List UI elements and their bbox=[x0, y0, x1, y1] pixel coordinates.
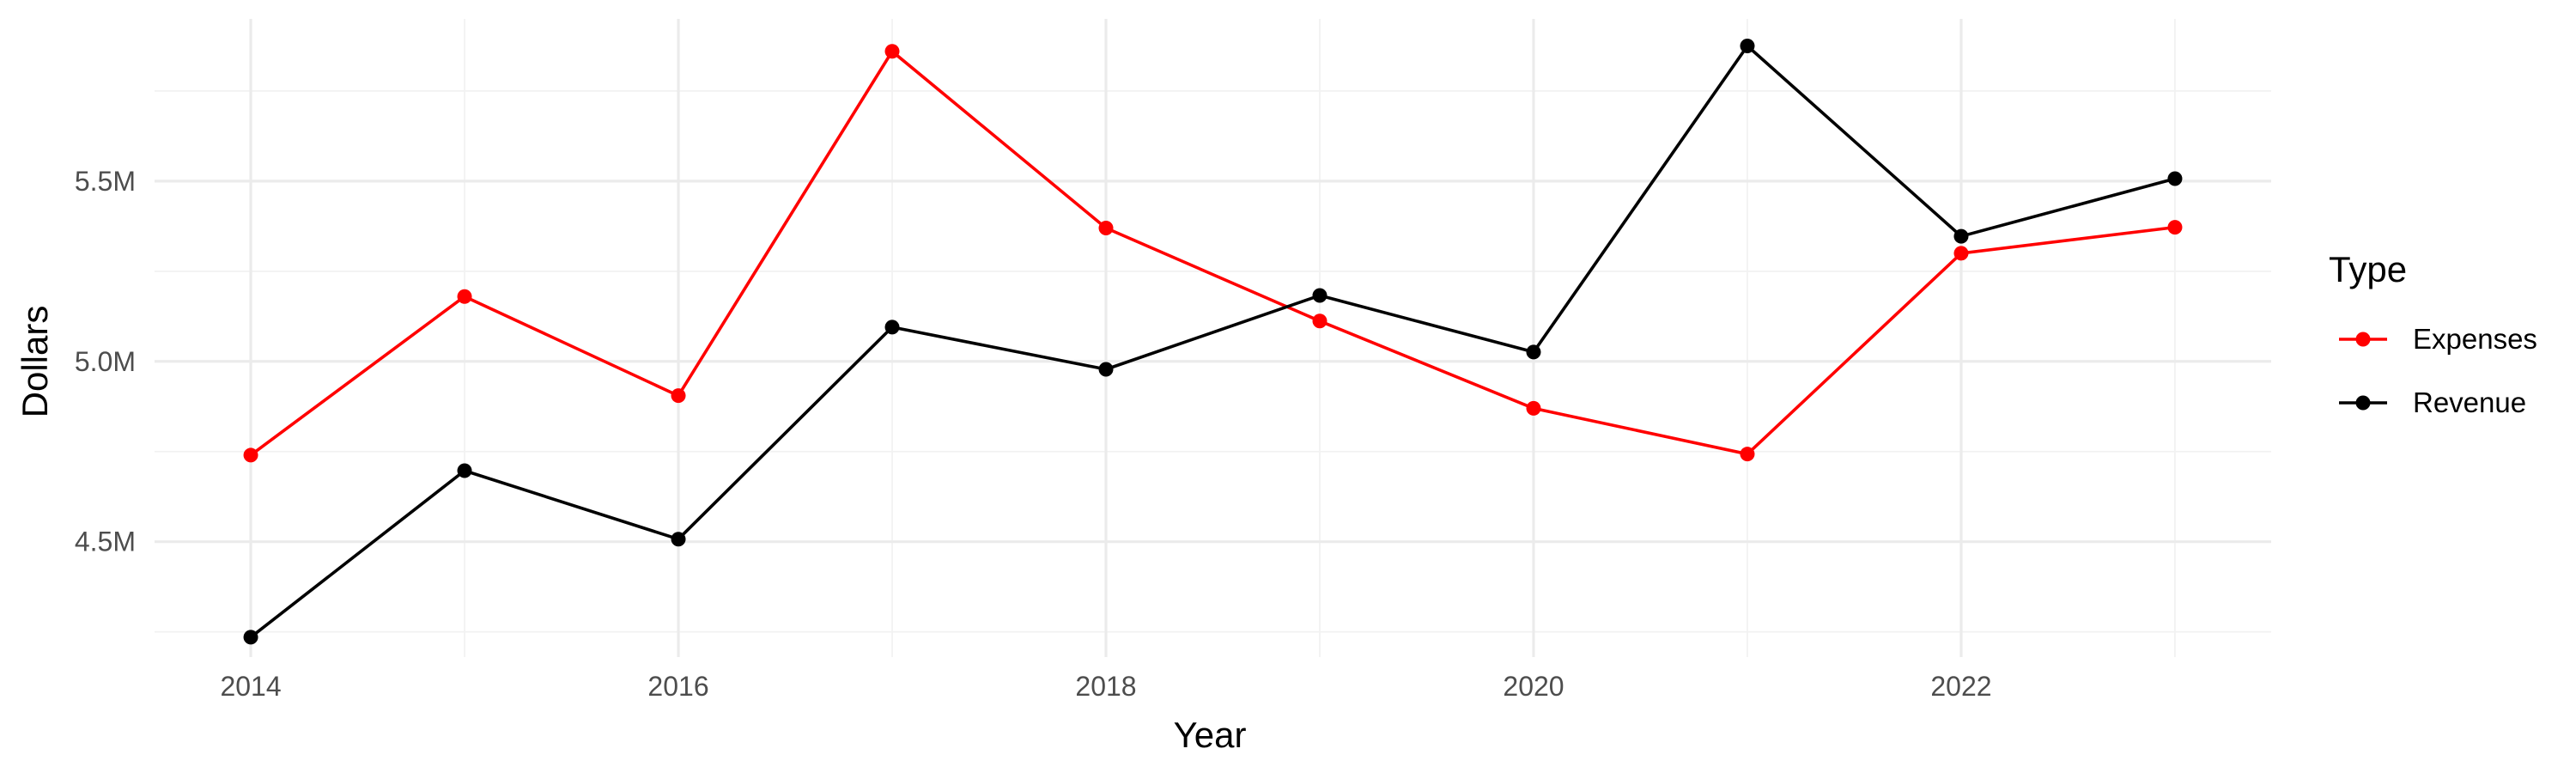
data-point-expenses bbox=[1098, 220, 1114, 235]
x-tick-label: 2022 bbox=[1930, 671, 1991, 702]
data-point-revenue bbox=[1526, 344, 1541, 360]
legend-item-expenses: Expenses bbox=[2339, 323, 2537, 355]
data-point-expenses bbox=[1953, 246, 1969, 261]
series-revenue bbox=[243, 38, 2183, 645]
grid bbox=[155, 19, 2271, 657]
data-point-revenue bbox=[1953, 228, 1969, 244]
data-point-expenses bbox=[1312, 313, 1327, 329]
data-point-expenses bbox=[2167, 220, 2183, 235]
data-point-revenue bbox=[457, 463, 472, 478]
data-point-revenue bbox=[1740, 38, 1755, 53]
y-tick-label: 4.5M bbox=[75, 526, 136, 557]
data-point-revenue bbox=[1312, 288, 1327, 303]
data-point-expenses bbox=[457, 289, 472, 304]
data-point-expenses bbox=[671, 388, 686, 404]
data-point-expenses bbox=[1526, 400, 1541, 416]
data-point-revenue bbox=[243, 630, 258, 645]
data-point-revenue bbox=[671, 532, 686, 547]
y-axis-title: Dollars bbox=[15, 306, 55, 418]
legend-key-point bbox=[2355, 395, 2371, 411]
legend-label: Expenses bbox=[2413, 323, 2537, 355]
legend-title: Type bbox=[2329, 249, 2407, 289]
x-axis-title: Year bbox=[1174, 715, 1247, 755]
x-tick-label: 2016 bbox=[647, 671, 708, 702]
series-line-expenses bbox=[249, 49, 2176, 457]
data-point-expenses bbox=[1740, 447, 1755, 462]
legend: Type Expenses Revenue bbox=[2329, 249, 2537, 418]
data-point-revenue bbox=[884, 320, 900, 335]
x-tick-label: 2018 bbox=[1075, 671, 1136, 702]
x-tick-label: 2014 bbox=[220, 671, 281, 702]
data-point-expenses bbox=[243, 447, 258, 463]
series-lines bbox=[243, 38, 2183, 645]
data-point-revenue bbox=[2167, 171, 2183, 186]
series-line-revenue bbox=[249, 44, 2176, 639]
legend-key-point bbox=[2355, 332, 2371, 347]
y-tick-label: 5.0M bbox=[75, 346, 136, 377]
legend-item-revenue: Revenue bbox=[2339, 386, 2526, 418]
y-tick-label: 5.5M bbox=[75, 166, 136, 197]
x-tick-label: 2020 bbox=[1503, 671, 1564, 702]
y-axis-ticks: 4.5M 5.0M 5.5M bbox=[75, 166, 136, 557]
data-point-expenses bbox=[884, 44, 900, 59]
series-expenses bbox=[243, 44, 2183, 463]
legend-label: Revenue bbox=[2413, 386, 2526, 418]
x-axis-ticks: 2014 2016 2018 2020 2022 bbox=[220, 671, 1991, 702]
data-point-revenue bbox=[1098, 362, 1114, 377]
